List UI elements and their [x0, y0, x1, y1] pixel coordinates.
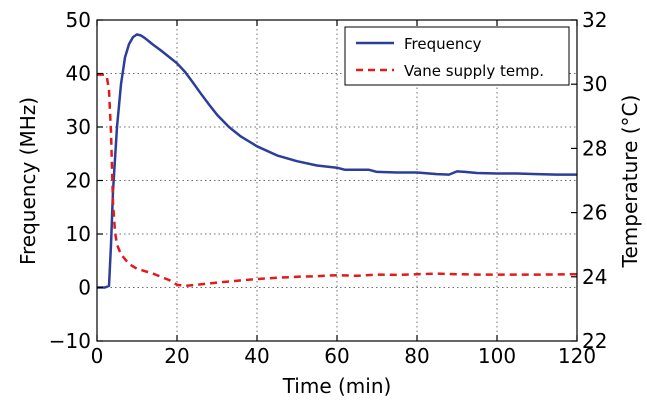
series-line-frequency	[97, 33, 577, 289]
x-tick-label: 100	[478, 344, 516, 368]
y-tick-label: 40	[66, 62, 91, 86]
legend-box	[344, 26, 570, 86]
legend-label-frequency: Frequency	[404, 35, 482, 53]
tick-labels: 0 20 40 60 80 100 120−100102030405022242628303…	[49, 8, 608, 368]
axis-ticks	[96, 19, 578, 342]
legend: Frequency Vane supply temp.	[344, 26, 570, 86]
y-right-axis-label: Temperature (°C)	[618, 95, 642, 269]
y-tick-label: 30	[66, 115, 91, 139]
legend-label-vane-temp: Vane supply temp.	[404, 62, 544, 80]
y-tick-label: 10	[66, 222, 91, 246]
y-right-tick-label: 32	[582, 8, 607, 32]
y-axis-label: Frequency (MHz)	[16, 97, 40, 265]
y-right-tick-label: 26	[582, 201, 607, 225]
grid-lines	[97, 20, 577, 341]
series-line-vane-temp	[97, 73, 578, 288]
y-right-tick-label: 28	[582, 136, 607, 160]
y-tick-label: 0	[78, 276, 91, 300]
y-tick-label: −10	[49, 329, 91, 353]
x-tick-label: 120	[558, 344, 596, 368]
y-tick-label: 20	[66, 169, 91, 193]
y-tick-label: 50	[66, 8, 91, 32]
y-right-tick-label: 24	[582, 265, 607, 289]
y-right-tick-label: 30	[582, 72, 607, 96]
x-tick-label: 20	[164, 344, 189, 368]
x-tick-label: 60	[324, 344, 349, 368]
y-right-tick-label: 22	[582, 329, 607, 353]
x-tick-label: 80	[404, 344, 429, 368]
x-tick-label: 0	[91, 344, 104, 368]
x-axis-label: Time (min)	[282, 374, 392, 398]
x-tick-label: 40	[244, 344, 269, 368]
series-lines	[97, 33, 578, 289]
